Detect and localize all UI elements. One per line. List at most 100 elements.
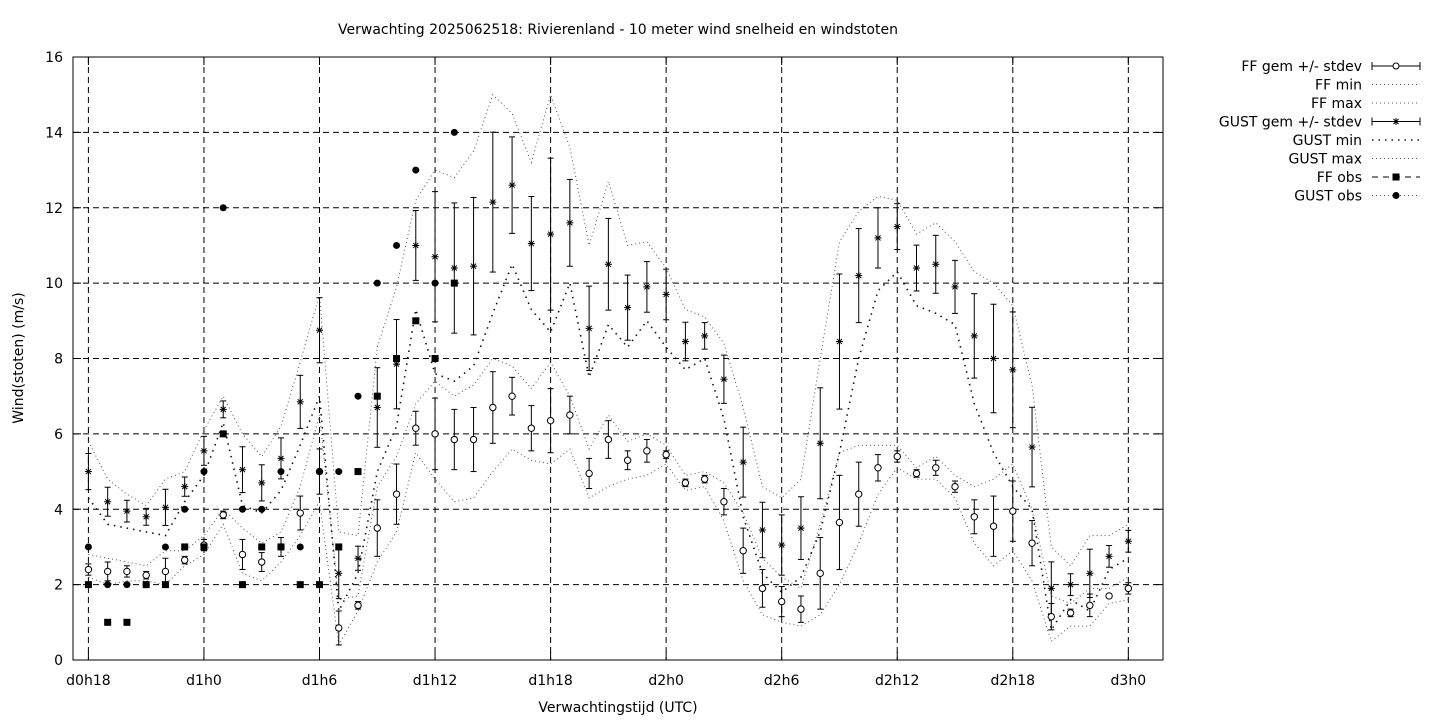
- gust-obs-point: [277, 468, 285, 476]
- ff-obs-point: [412, 317, 420, 325]
- gust-mean-point: [354, 554, 362, 562]
- y-axis: 0 2 4 6 8 10 12 14 16: [45, 50, 1163, 669]
- ff-obs-point: [316, 581, 324, 589]
- gust-mean-point: [219, 405, 227, 413]
- ff-obs-point: [296, 581, 304, 589]
- gust-mean-point: [1086, 569, 1094, 577]
- ff-mean-point: [951, 482, 959, 491]
- ff-mean-point: [816, 569, 824, 578]
- ff-mean-point: [161, 567, 170, 576]
- ff-mean-point: [489, 403, 497, 412]
- x-tick-label: d1h18: [528, 673, 572, 689]
- ff-mean-point: [238, 550, 247, 559]
- error-bars: [85, 131, 1132, 646]
- gust-mean-point: [104, 498, 112, 506]
- ff-mean-point: [855, 490, 863, 498]
- dotted-series: [87, 93, 1129, 647]
- gust-obs-point: [161, 543, 169, 551]
- gust-mean-point: [547, 230, 555, 238]
- gust-mean-point: [200, 447, 208, 455]
- ff-mean-point: [739, 547, 747, 555]
- x-tick-label: d1h0: [186, 673, 222, 689]
- gust-mean-point: [835, 338, 843, 346]
- ff-mean-point: [874, 464, 882, 472]
- ff-obs-point: [200, 543, 208, 551]
- ff-mean-point: [970, 513, 978, 521]
- ff-mean-point: [84, 565, 93, 574]
- gust-mean-point: [951, 283, 959, 291]
- gust-mean-point: [1047, 584, 1055, 592]
- gust-mean-point: [316, 326, 324, 334]
- y-tick-label: 2: [54, 578, 63, 594]
- x-tick-label: d2h18: [991, 673, 1035, 689]
- ff-mean-point: [989, 522, 998, 530]
- ff-obs-point: [277, 543, 285, 551]
- gust-mean-point: [412, 241, 420, 249]
- ff-mean-point: [469, 435, 478, 444]
- ff-obs-point: [238, 581, 246, 589]
- ff-obs-point: [258, 543, 266, 551]
- ff-mean-point: [431, 430, 439, 438]
- ff-mean-point: [142, 571, 150, 579]
- grid-lines: [73, 57, 1163, 660]
- ff-mean-point: [1009, 507, 1017, 515]
- ff-mean-point: [585, 469, 593, 478]
- ff-mean-point: [758, 584, 767, 593]
- ff-obs-point: [104, 618, 112, 626]
- ff-mean-point: [643, 447, 651, 455]
- ff-mean-point: [720, 498, 728, 506]
- legend-sample-marker: [1392, 62, 1400, 70]
- chart-title: Verwachting 2025062518: Rivierenland - 1…: [338, 22, 898, 38]
- y-tick-label: 12: [45, 201, 63, 217]
- ff-obs-point: [161, 581, 169, 589]
- gust-mean-point: [662, 290, 670, 298]
- ff-obs-point: [219, 430, 227, 438]
- legend-sample-marker: [1392, 173, 1400, 181]
- y-tick-label: 16: [45, 50, 63, 66]
- gust-obs-point: [296, 543, 304, 551]
- y-tick-label: 10: [45, 276, 63, 292]
- gust-mean-point: [142, 513, 150, 521]
- gust-obs-point: [219, 204, 227, 212]
- x-axis-label: Verwachtingstijd (UTC): [538, 700, 697, 716]
- ff-obs-point: [354, 468, 362, 476]
- gust-mean-point: [373, 403, 381, 411]
- ff-mean-point: [258, 558, 266, 566]
- ff-obs-point: [373, 392, 381, 400]
- legend-label: FF obs: [1317, 170, 1362, 186]
- legend-label: GUST obs: [1294, 189, 1362, 205]
- ff-mean-point: [623, 456, 632, 464]
- y-tick-label: 4: [54, 502, 63, 518]
- ff-obs-point: [181, 543, 189, 551]
- gust-mean-point: [701, 332, 709, 340]
- x-tick-label: d2h12: [875, 673, 919, 689]
- gust-mean-point: [335, 569, 343, 577]
- gust-obs-point: [123, 581, 131, 589]
- gust-mean-point: [566, 219, 574, 227]
- gust-obs-point: [200, 468, 208, 476]
- legend-label: GUST gem +/- stdev: [1219, 115, 1362, 131]
- y-tick-label: 6: [54, 427, 63, 443]
- gust-obs-point: [84, 543, 92, 551]
- ff-mean-point: [1028, 539, 1036, 547]
- ff-mean-point: [123, 567, 131, 576]
- ff-mean-point: [681, 479, 690, 487]
- gust-obs-point: [104, 581, 112, 589]
- series-line-gust-max: [87, 93, 1129, 567]
- ff-mean-point: [604, 435, 613, 444]
- gust-mean-point: [990, 355, 998, 362]
- gust-mean-point: [855, 272, 863, 280]
- gust-mean-point: [604, 260, 612, 268]
- gust-obs-point: [393, 241, 401, 249]
- ff-mean-point: [527, 424, 536, 432]
- gust-mean-point: [739, 458, 747, 466]
- ff-mean-point: [835, 518, 844, 527]
- gust-mean-point: [1124, 537, 1132, 545]
- gust-mean-point: [489, 198, 497, 206]
- series-line-gust-min: [87, 262, 1129, 633]
- gust-mean-point: [1105, 552, 1113, 560]
- ff-obs-point: [431, 355, 439, 362]
- legend: FF gem +/- stdev FF min FF max GUST gem +/-…: [1219, 59, 1421, 205]
- gust-mean-point: [181, 483, 189, 491]
